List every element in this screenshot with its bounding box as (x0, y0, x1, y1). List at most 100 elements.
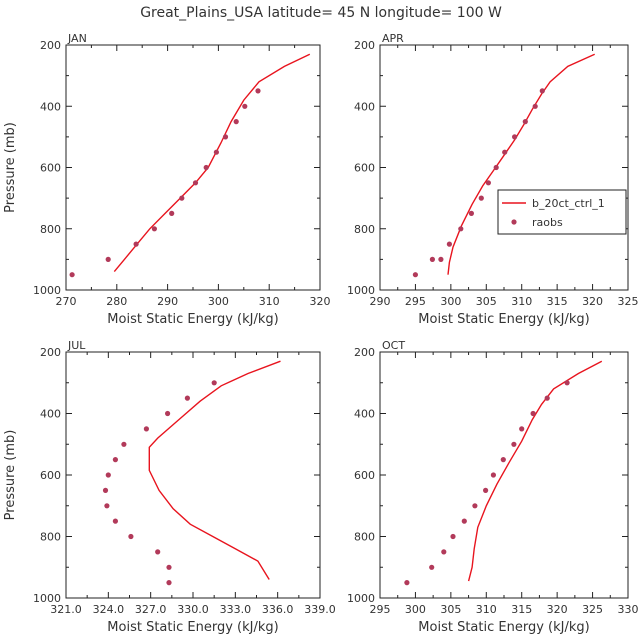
x-tick-label: 270 (56, 295, 77, 308)
y-tick-label: 600 (40, 469, 61, 482)
y-tick-label: 400 (40, 100, 61, 113)
y-tick-label: 1000 (347, 592, 375, 605)
x-tick-label: 320 (547, 603, 568, 616)
x-axis-label: Moist Static Energy (kJ/kg) (107, 312, 278, 327)
obs-point (458, 226, 464, 232)
x-tick-label: 305 (440, 603, 461, 616)
x-tick-label: 315 (511, 603, 532, 616)
obs-point (530, 410, 536, 417)
obs-point (429, 256, 435, 262)
obs-point (179, 195, 185, 201)
obs-point (69, 272, 75, 278)
x-tick-label: 333.0 (220, 603, 252, 616)
y-tick-label: 200 (354, 39, 375, 52)
x-tick-label: 320 (582, 295, 603, 308)
obs-point (105, 472, 111, 478)
obs-point (121, 441, 127, 447)
obs-point (112, 457, 118, 463)
obs-point (461, 518, 467, 524)
panel-title: APR (382, 32, 404, 45)
obs-point (166, 580, 172, 586)
obs-point (112, 518, 118, 524)
x-tick-label: 320 (310, 295, 331, 308)
y-tick-label: 400 (354, 100, 375, 113)
panel-title: JUL (67, 339, 86, 352)
obs-point (143, 426, 149, 432)
obs-point (438, 256, 444, 262)
y-tick-label: 600 (354, 469, 375, 482)
x-tick-label: 290 (370, 295, 391, 308)
y-tick-label: 1000 (33, 592, 61, 605)
obs-point (128, 533, 134, 540)
y-tick-label: 800 (40, 531, 61, 544)
plot-frame (379, 351, 629, 599)
obs-point (493, 164, 499, 171)
x-tick-label: 310 (259, 295, 280, 308)
model-series-line (447, 53, 595, 275)
obs-point (412, 272, 418, 278)
obs-point (169, 210, 175, 216)
model-series-line (467, 360, 603, 582)
legend-obs-label: raobs (532, 216, 563, 229)
obs-point (102, 487, 109, 493)
y-tick-label: 400 (354, 408, 375, 421)
legend-obs-swatch (511, 219, 517, 225)
obs-point (564, 380, 570, 386)
x-tick-label: 295 (370, 603, 391, 616)
x-tick-label: 325 (618, 295, 639, 308)
panel-title: JAN (67, 32, 87, 45)
y-axis-label: Pressure (mb) (3, 122, 18, 213)
y-tick-label: 1000 (33, 284, 61, 297)
x-tick-label: 330 (618, 603, 639, 616)
obs-point (522, 119, 528, 125)
plot-frame (379, 44, 629, 291)
obs-point (151, 226, 157, 232)
obs-point (446, 241, 452, 247)
obs-point (429, 564, 435, 570)
obs-point (242, 103, 248, 109)
x-tick-label: 295 (405, 295, 426, 308)
y-tick-label: 800 (354, 223, 375, 236)
obs-point (222, 134, 229, 140)
y-tick-label: 600 (40, 162, 61, 175)
obs-point (500, 457, 506, 463)
obs-point (485, 180, 491, 186)
obs-point (166, 564, 172, 570)
x-axis-label: Moist Static Energy (kJ/kg) (107, 620, 278, 635)
x-tick-label: 315 (547, 295, 568, 308)
x-tick-label: 305 (476, 295, 497, 308)
obs-point (441, 549, 447, 555)
x-tick-label: 321.0 (50, 603, 82, 616)
x-axis-label: Moist Static Energy (kJ/kg) (418, 312, 589, 327)
obs-point (104, 503, 110, 509)
obs-point (133, 241, 139, 247)
x-tick-label: 310 (511, 295, 532, 308)
model-series-line (148, 360, 281, 580)
x-tick-label: 324.0 (93, 603, 125, 616)
obs-point (511, 441, 517, 447)
obs-point (105, 256, 111, 262)
obs-point (404, 580, 410, 586)
obs-point (544, 395, 550, 401)
x-tick-label: 300 (405, 603, 426, 616)
x-tick-label: 327.0 (135, 603, 167, 616)
obs-point (450, 533, 456, 540)
obs-point (511, 134, 518, 140)
obs-point (192, 180, 199, 186)
obs-point (468, 210, 474, 216)
x-tick-label: 280 (106, 295, 127, 308)
obs-point (532, 103, 538, 109)
y-tick-label: 200 (40, 39, 61, 52)
y-tick-label: 600 (354, 162, 375, 175)
obs-point (519, 426, 525, 432)
obs-point (539, 88, 545, 94)
x-tick-label: 290 (157, 295, 178, 308)
obs-point (203, 164, 209, 171)
